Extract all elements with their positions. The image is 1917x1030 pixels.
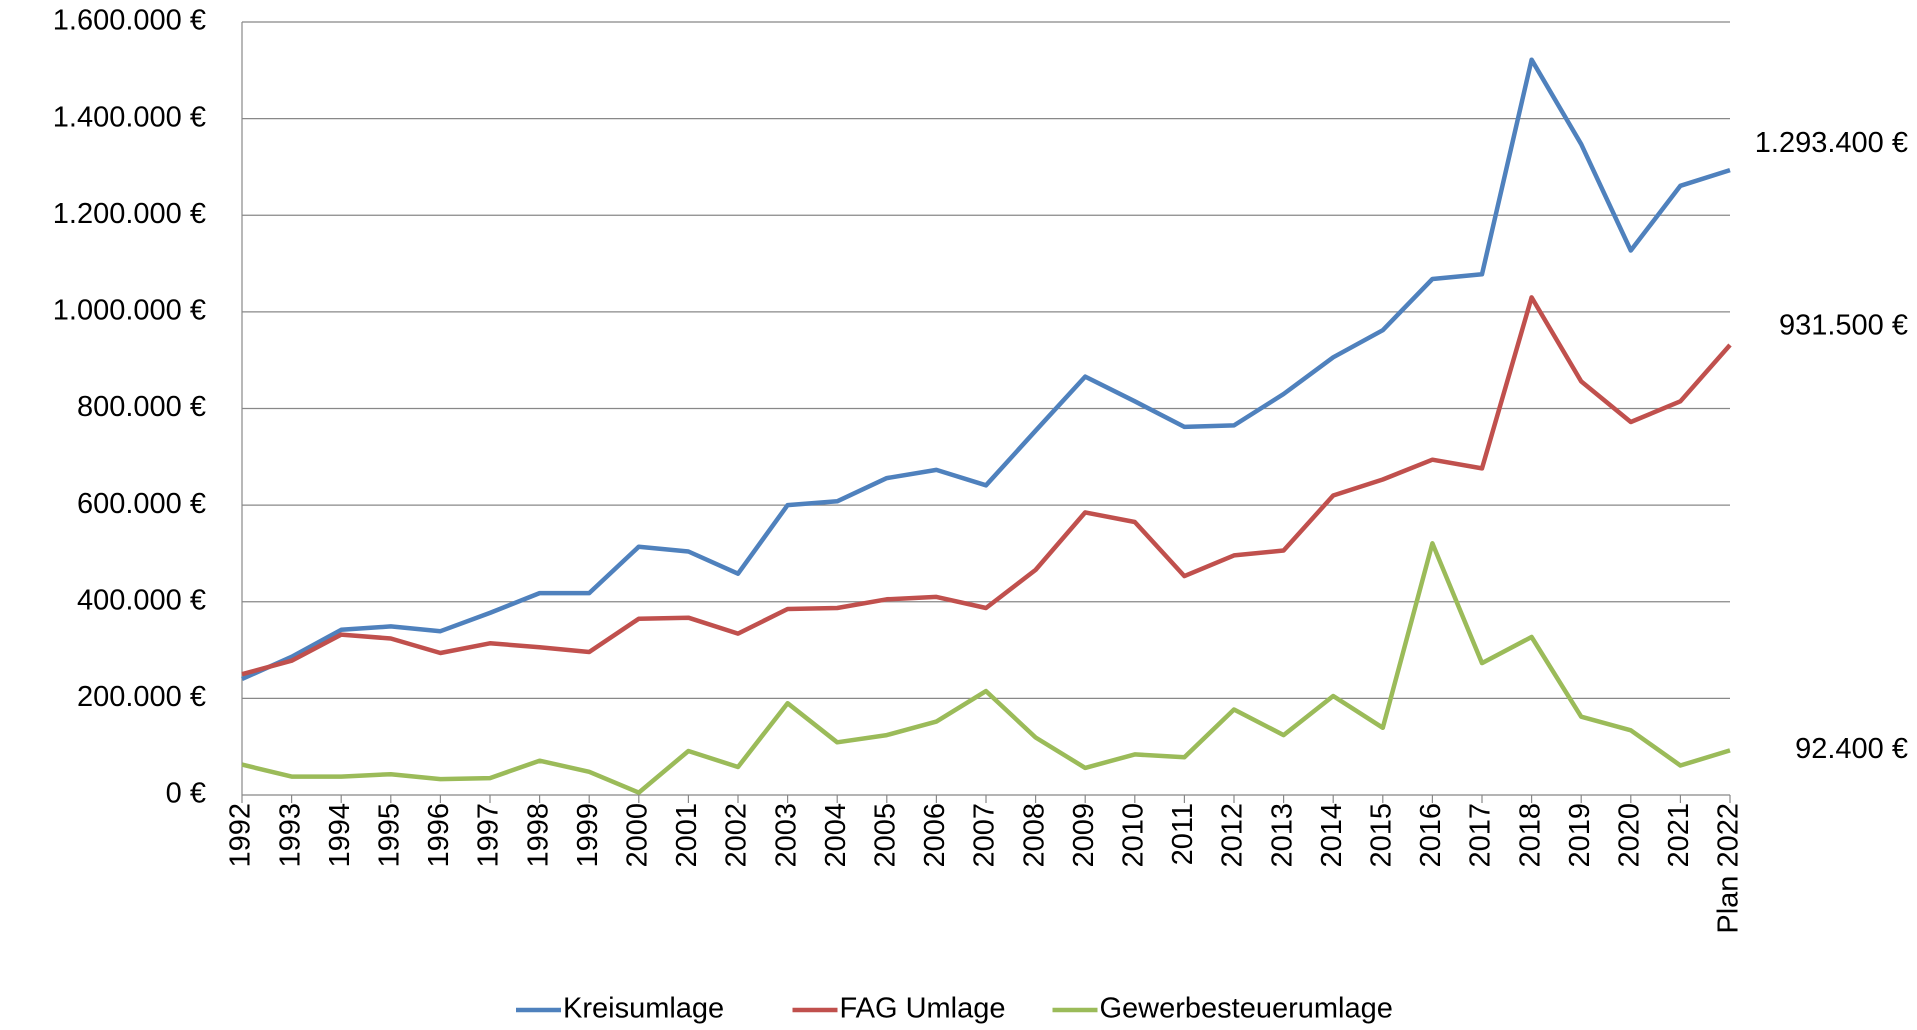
x-tick-label: 1992	[225, 803, 257, 868]
y-tick-label: 800.000 €	[77, 391, 206, 423]
x-tick-label: 2020	[1613, 803, 1645, 868]
series-line	[241, 541, 1731, 795]
y-tick-label: 1.000.000 €	[53, 295, 206, 327]
x-tick-label: 2000	[621, 803, 653, 868]
y-tick-label: 0 €	[166, 778, 206, 810]
x-tick-label: 2009	[1068, 803, 1100, 868]
x-tick-label: 2017	[1465, 803, 1497, 868]
y-tick-label: 200.000 €	[77, 681, 206, 713]
x-tick-label: 2010	[1117, 803, 1149, 868]
x-tick-label: 1994	[324, 803, 356, 868]
x-tick-label: 1993	[274, 803, 306, 868]
x-tick-label: 2001	[671, 803, 703, 868]
x-tick-label: 2016	[1415, 803, 1447, 868]
x-tick-label: 2019	[1564, 803, 1596, 868]
data-label: 931.500 €	[1779, 310, 1908, 342]
x-tick-label: 2014	[1316, 803, 1348, 868]
y-tick-label: 600.000 €	[77, 488, 206, 520]
x-tick-label: 2013	[1266, 803, 1298, 868]
x-tick-label: 1995	[373, 803, 405, 868]
legend-label: Gewerbesteuerumlage	[1100, 993, 1393, 1025]
legend-label: FAG Umlage	[840, 993, 1006, 1025]
data-label: 92.400 €	[1795, 733, 1908, 765]
x-tick-label: 2006	[919, 803, 951, 868]
x-tick-label: 1996	[423, 803, 455, 868]
x-tick-label: 2021	[1663, 803, 1695, 868]
x-tick-label: 2007	[969, 803, 1001, 868]
x-tick-label: 2005	[869, 803, 901, 868]
y-tick-label: 1.600.000 €	[53, 5, 206, 37]
x-tick-label: 1998	[522, 803, 554, 868]
x-tick-label: 2015	[1365, 803, 1397, 868]
series-line	[241, 295, 1732, 677]
x-tick-label: Plan 2022	[1713, 803, 1745, 934]
x-tick-label: 1999	[572, 803, 604, 868]
y-tick-label: 1.400.000 €	[53, 101, 206, 133]
series-line	[241, 57, 1731, 682]
x-tick-label: 2002	[721, 803, 753, 868]
x-tick-label: 2012	[1217, 803, 1249, 868]
legend-label: Kreisumlage	[563, 993, 724, 1025]
x-tick-label: 2004	[820, 803, 852, 868]
x-tick-label: 2003	[770, 803, 802, 868]
x-tick-label: 2018	[1514, 803, 1546, 868]
x-tick-label: 2011	[1167, 803, 1199, 865]
data-label: 1.293.400 €	[1755, 127, 1908, 159]
y-tick-label: 400.000 €	[77, 584, 206, 616]
x-tick-label: 1997	[473, 803, 505, 868]
y-tick-label: 1.200.000 €	[53, 198, 206, 230]
x-tick-label: 2008	[1018, 803, 1050, 868]
